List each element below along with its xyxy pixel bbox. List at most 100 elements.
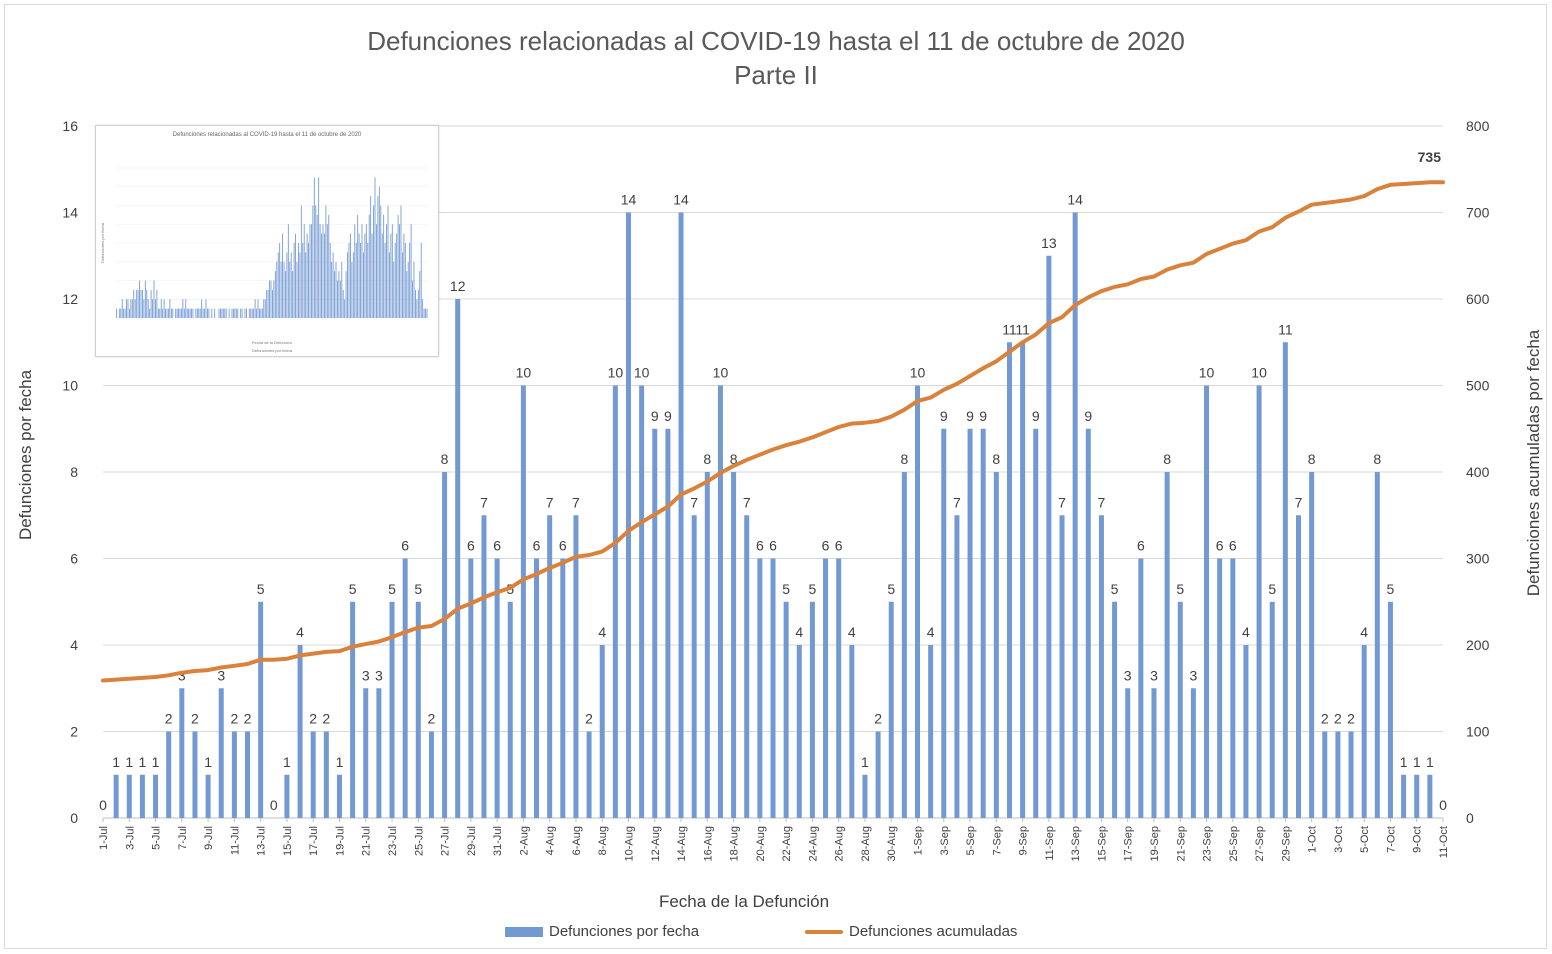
inset-bar <box>303 224 305 318</box>
inset-bar <box>377 196 379 318</box>
bar-data-label: 8 <box>1163 451 1171 467</box>
inset-bar <box>420 243 422 318</box>
bar <box>284 774 290 818</box>
inset-bar <box>331 261 333 318</box>
bar <box>455 299 461 818</box>
inset-bar <box>410 224 412 318</box>
bar-data-label: 7 <box>1058 494 1066 510</box>
inset-bar <box>312 205 314 318</box>
bar-data-label: 1 <box>861 754 869 770</box>
bar-data-label: 2 <box>244 711 252 727</box>
y2-tick-label: 200 <box>1466 637 1490 653</box>
bar <box>1309 472 1315 818</box>
bar-data-label: 2 <box>428 711 436 727</box>
bar <box>1348 731 1354 818</box>
bar <box>153 774 159 818</box>
inset-bar <box>121 299 123 318</box>
inset-bar <box>168 308 169 318</box>
x-tick-label: 21-Jul <box>361 826 373 856</box>
bar-data-label: 3 <box>362 667 370 683</box>
inset-bar <box>155 299 156 318</box>
inset-bar <box>302 243 304 318</box>
inset-bar <box>282 233 283 318</box>
bar <box>836 558 842 818</box>
bar <box>849 645 855 818</box>
inset-bar <box>124 308 126 318</box>
inset-bar <box>133 289 135 318</box>
bar-data-label: 0 <box>270 797 278 813</box>
x-tick-label: 6-Aug <box>571 826 583 855</box>
bar-data-label: 1 <box>125 754 133 770</box>
inset-bar <box>240 308 242 318</box>
bar <box>967 428 973 818</box>
bar-data-label: 11 <box>1015 321 1030 337</box>
x-tick-label: 1-Sep <box>913 826 925 855</box>
inset-bar <box>264 299 266 318</box>
bar-data-label: 9 <box>1032 408 1040 424</box>
bar <box>1190 688 1196 818</box>
inset-bar <box>196 308 198 318</box>
inset-bar <box>376 224 377 318</box>
inset-bar <box>263 299 265 318</box>
bar <box>928 645 934 818</box>
bar <box>1098 515 1104 818</box>
inset-bar <box>308 243 309 318</box>
inset-bar <box>415 289 416 318</box>
bar <box>717 385 723 818</box>
inset-y-label: Defunciones por fecha <box>100 222 105 263</box>
bar <box>402 558 408 818</box>
bar <box>126 774 132 818</box>
inset-bar <box>202 308 204 318</box>
x-tick-label: 3-Jul <box>124 826 136 850</box>
bar <box>1374 472 1380 818</box>
x-tick-label: 19-Jul <box>334 826 346 856</box>
bar <box>915 385 921 818</box>
inset-bar <box>221 308 223 318</box>
inset-bar <box>399 224 400 318</box>
inset-bar <box>412 280 413 318</box>
inset-bar <box>237 308 239 318</box>
bar-data-label: 5 <box>388 581 396 597</box>
inset-bar <box>250 308 252 318</box>
bar-data-label: 5 <box>887 581 895 597</box>
inset-bar <box>277 252 279 318</box>
inset-bar <box>183 308 185 318</box>
bar-data-label: 7 <box>1295 494 1303 510</box>
bar-data-label: 8 <box>992 451 1000 467</box>
bar-data-label: 11 <box>1002 321 1017 337</box>
bar <box>520 385 526 818</box>
bar-data-label: 6 <box>1229 538 1237 554</box>
y2-axis-title: Defunciones acumuladas por fecha <box>1524 329 1543 597</box>
bar <box>231 731 237 818</box>
inset-bar <box>397 214 399 318</box>
x-tick-label: 20-Aug <box>755 826 767 861</box>
inset-bar <box>120 308 122 318</box>
bar <box>166 731 172 818</box>
inset-bar <box>235 308 237 318</box>
bar-data-label: 14 <box>1067 192 1083 208</box>
bar-data-label: 7 <box>743 494 751 510</box>
inset-bar <box>204 308 205 318</box>
bar-data-label: 6 <box>822 538 830 554</box>
bar <box>691 515 697 818</box>
bar-data-label: 7 <box>1098 494 1106 510</box>
x-tick-label: 29-Sep <box>1280 826 1292 861</box>
x-tick-label: 8-Aug <box>597 826 609 855</box>
bar-data-label: 1 <box>336 754 344 770</box>
inset-bar <box>344 299 346 318</box>
inset-bar <box>351 261 353 318</box>
inset-bar <box>224 308 226 318</box>
bar-data-label: 1 <box>152 754 160 770</box>
bar-data-label: 4 <box>795 624 803 640</box>
bar-data-label: 8 <box>441 451 449 467</box>
inset-bar <box>142 289 143 318</box>
inset-bar <box>123 308 125 318</box>
x-tick-label: 15-Jul <box>282 826 294 856</box>
inset-bar <box>256 308 257 318</box>
bar-data-label: 6 <box>756 538 764 554</box>
legend-item-line: Defunciones acumuladas <box>805 923 1017 940</box>
bar <box>1177 601 1183 818</box>
bar-data-label: 4 <box>1360 624 1368 640</box>
inset-bar <box>419 271 421 318</box>
bar-data-label: 9 <box>1084 408 1092 424</box>
